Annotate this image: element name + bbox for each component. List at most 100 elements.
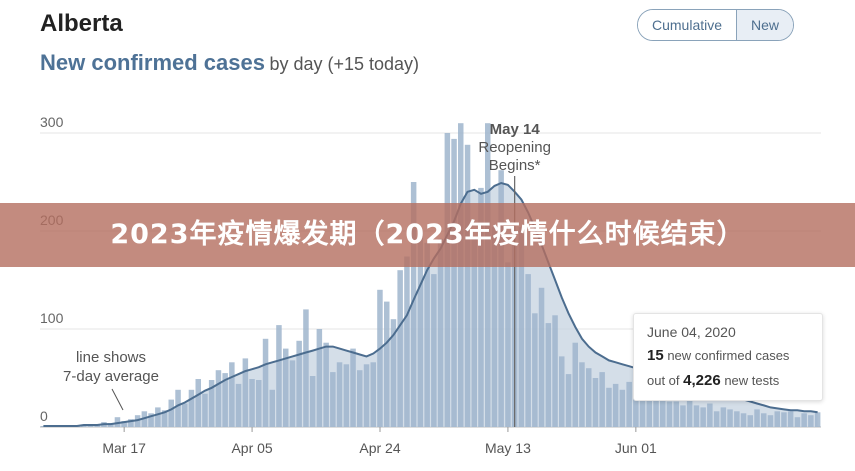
bar (700, 407, 706, 427)
bar (276, 325, 282, 427)
bar (680, 405, 686, 427)
bar (437, 238, 444, 427)
bar (316, 329, 323, 427)
bar (410, 182, 417, 427)
average-area (43, 183, 818, 427)
bar (188, 389, 195, 427)
toggle-cumulative-button[interactable]: Cumulative (638, 10, 737, 40)
bar (208, 380, 215, 427)
bar (606, 387, 612, 427)
bar (289, 360, 296, 427)
bar (343, 364, 350, 427)
bar (249, 379, 255, 427)
y-tick-label: 300 (40, 114, 64, 130)
bar (787, 411, 794, 427)
x-tick-label: May 13 (485, 440, 531, 456)
bar (727, 409, 733, 427)
bar (242, 358, 249, 427)
line-note-line1: line shows (76, 349, 146, 366)
bar (720, 407, 727, 427)
bar (498, 170, 504, 427)
bar (586, 368, 592, 427)
bar (599, 372, 605, 427)
bar (458, 123, 464, 427)
reopening-annotation: May 14 Reopening Begins* (478, 121, 551, 174)
line-note-line2: 7-day average (63, 368, 159, 385)
bar (673, 401, 679, 427)
bar (552, 315, 558, 427)
bar (357, 370, 363, 427)
tooltip-tests-text: new tests (724, 373, 780, 388)
bar (619, 389, 626, 427)
bar (303, 309, 309, 427)
bar (444, 133, 451, 427)
bar (747, 415, 753, 427)
bar (121, 421, 127, 427)
bar (707, 403, 713, 427)
bar (693, 405, 700, 427)
subtitle-rest: by day (+15 today) (269, 54, 420, 74)
bar (155, 407, 161, 427)
bar (774, 411, 780, 427)
bar (532, 313, 538, 427)
region-title: Alberta (40, 10, 123, 37)
bar (525, 274, 531, 427)
bar (215, 370, 222, 427)
y-tick-label: 100 (40, 310, 64, 326)
bar (464, 144, 471, 428)
bar (229, 362, 235, 427)
bar (740, 413, 747, 427)
bar (592, 378, 599, 427)
bar (801, 413, 807, 427)
bar (754, 409, 760, 427)
chart-subtitle: New confirmed cases by day (+15 today) (40, 50, 419, 76)
bar (336, 362, 343, 427)
day-tooltip: June 04, 2020 15 new confirmed cases out… (633, 313, 823, 401)
toggle-new-button[interactable]: New (736, 10, 794, 40)
tooltip-date: June 04, 2020 (647, 324, 736, 340)
bar (222, 373, 228, 427)
bar (781, 412, 787, 427)
bar (309, 376, 316, 427)
reopening-label-line1: Reopening (478, 139, 551, 156)
bar (814, 412, 821, 427)
bar (639, 389, 646, 427)
bar (397, 270, 403, 427)
bar (296, 340, 302, 427)
bar (686, 399, 693, 427)
tooltip-cases-value: 15 (647, 347, 664, 364)
tooltip-tests-value: 4,226 (683, 372, 721, 389)
bar (417, 231, 424, 427)
bar (283, 348, 289, 427)
bar (572, 342, 578, 427)
bar (323, 342, 329, 427)
x-tick-label: Apr 24 (359, 440, 400, 456)
bar (538, 287, 545, 427)
bar (713, 411, 720, 427)
bar (734, 411, 740, 427)
bar (235, 383, 242, 427)
reopening-date-label: May 14 (490, 121, 541, 138)
tooltip-cases-line: 15 new confirmed cases (647, 347, 789, 364)
bar (148, 413, 154, 427)
bar (794, 417, 801, 427)
bar (350, 348, 356, 427)
tooltip-tests-prefix: out of (647, 373, 680, 388)
bar (505, 262, 511, 427)
bar (612, 383, 619, 427)
bar (565, 374, 572, 427)
bar (491, 227, 498, 427)
reopening-label-line2: Begins* (489, 157, 541, 174)
line-note-pointer (111, 388, 124, 411)
y-tick-labels: 0100200300 (40, 114, 64, 424)
bar (390, 319, 397, 427)
bar (161, 410, 168, 427)
bar (518, 227, 525, 427)
bar (808, 415, 814, 427)
bar (478, 187, 484, 427)
x-tick-labels: Mar 17 Apr 05 Apr 24 May 13 Jun 01 (102, 427, 657, 456)
bar (330, 372, 336, 427)
subtitle-main: New confirmed cases (40, 50, 265, 75)
bar (485, 123, 491, 427)
